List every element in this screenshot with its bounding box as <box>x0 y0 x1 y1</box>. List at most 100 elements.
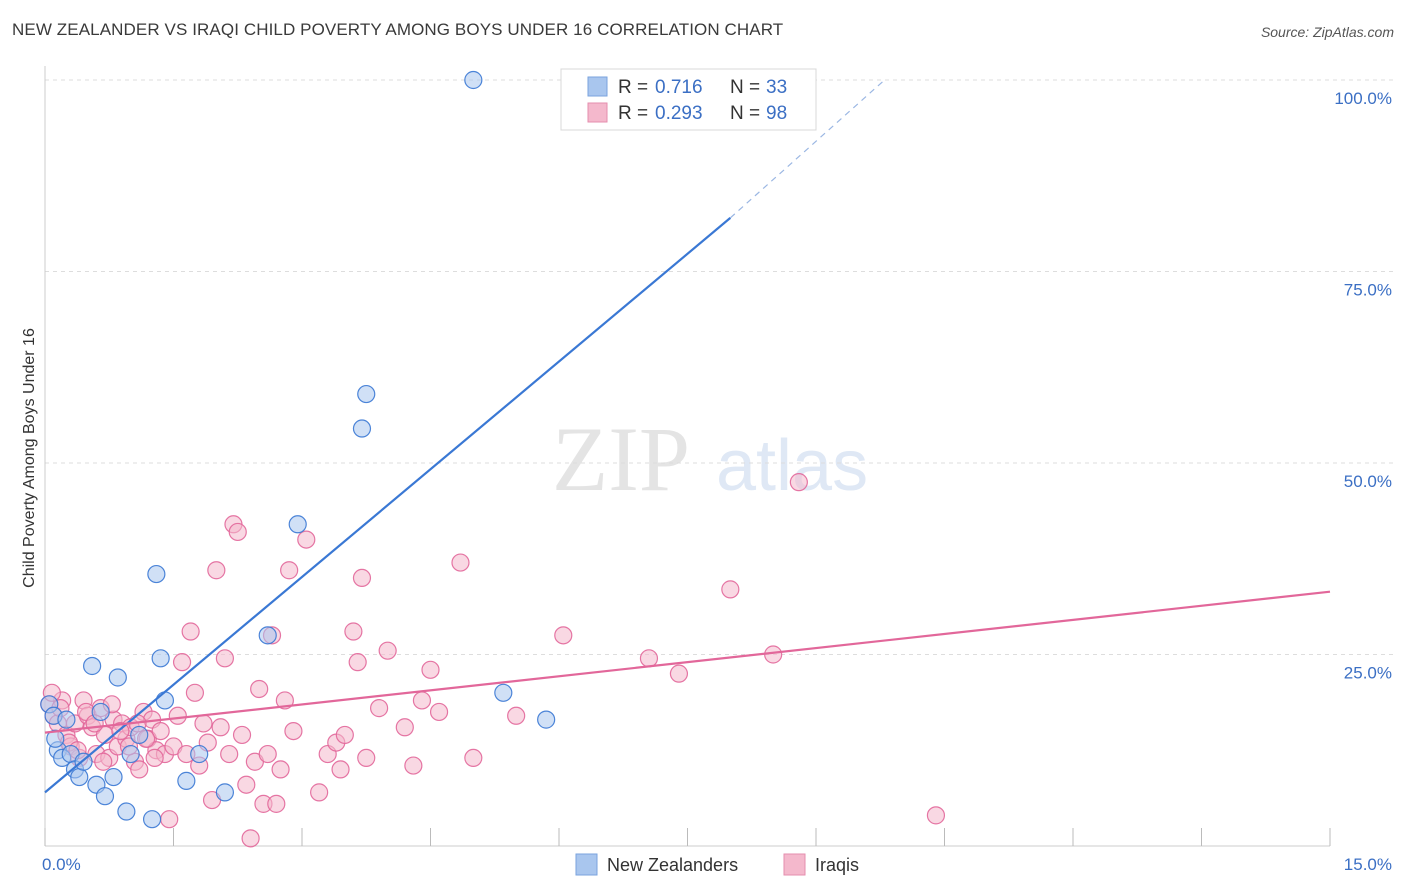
iraqis-point-53 <box>267 794 286 813</box>
iraqis-point-79 <box>639 649 659 668</box>
iraqis-point-72 <box>412 691 432 710</box>
iraqis-point-41 <box>215 649 234 668</box>
iraqis-point-51 <box>258 744 277 764</box>
iraqis-point-75 <box>451 553 470 572</box>
new-zealanders-point-31 <box>46 729 65 748</box>
iraqis-point-28 <box>160 810 179 829</box>
legend-n-value-2: 98 <box>766 103 787 124</box>
legend-swatch-iraqis <box>587 102 608 123</box>
iraqis-point-39 <box>207 561 226 580</box>
new-zealanders-point-13 <box>108 668 127 687</box>
stats-legend: R = 0.716 N = 33 R = 0.293 N = 98 <box>560 68 817 131</box>
new-zealanders-point-22 <box>190 744 209 764</box>
watermark-zip: ZIP <box>552 408 690 510</box>
iraqis-point-70 <box>395 718 414 737</box>
iraqis-point-83 <box>789 473 808 492</box>
series-swatch-new-zealanders <box>575 853 598 876</box>
iraqis-point-97 <box>145 748 164 768</box>
iraqis-point-74 <box>429 702 449 722</box>
iraqis-point-55 <box>275 691 294 710</box>
iraqis-point-84 <box>926 806 946 825</box>
iraqis-point-33 <box>181 622 200 641</box>
new-zealanders-trend-extension <box>729 79 885 219</box>
series-label-iraqis: Iraqis <box>815 855 859 875</box>
new-zealanders-point-21 <box>177 771 196 790</box>
chart-title: NEW ZEALANDER VS IRAQI CHILD POVERTY AMO… <box>12 20 784 39</box>
new-zealanders-trend-line <box>44 217 732 794</box>
iraqis-point-26 <box>151 721 170 741</box>
y-tick-label-3: 100.0% <box>1334 89 1392 108</box>
iraqis-point-44 <box>228 522 247 542</box>
new-zealanders-point-20 <box>155 691 175 710</box>
new-zealanders-point-19 <box>151 649 170 668</box>
x-tick-labels: 0.0% 15.0% <box>42 855 1392 874</box>
y-tick-labels: 25.0% 50.0% 75.0% 100.0% <box>1334 89 1392 683</box>
new-zealanders-point-7 <box>70 767 89 787</box>
series-swatch-iraqis <box>783 853 806 876</box>
new-zealanders-point-30 <box>537 710 556 729</box>
x-tick-min: 0.0% <box>42 855 81 874</box>
legend-r-label-1: R = <box>618 77 648 98</box>
iraqis-point-30 <box>168 706 187 725</box>
new-zealanders-point-4 <box>57 710 76 729</box>
source-label: Source: ZipAtlas.com <box>1260 24 1394 40</box>
y-tick-label-0: 25.0% <box>1344 664 1392 683</box>
legend-r-value-2: 0.293 <box>655 103 703 124</box>
iraqis-point-40 <box>211 718 230 737</box>
y-tick-label-1: 50.0% <box>1344 472 1392 491</box>
trend-lines <box>44 79 1331 794</box>
iraqis-point-31 <box>172 653 192 672</box>
iraqis-points <box>40 473 946 848</box>
iraqis-point-65 <box>348 653 367 672</box>
new-zealanders-point-14 <box>117 802 136 821</box>
iraqis-point-73 <box>421 660 440 679</box>
new-zealanders-point-26 <box>352 419 372 438</box>
new-zealanders-point-27 <box>357 384 376 404</box>
legend-r-value-1: 0.716 <box>655 77 703 98</box>
iraqis-point-69 <box>378 641 397 660</box>
new-zealanders-point-24 <box>258 626 277 645</box>
new-zealanders-point-16 <box>130 725 149 745</box>
legend-n-value-1: 33 <box>766 77 787 98</box>
iraqis-point-46 <box>237 775 256 794</box>
iraqis-point-34 <box>185 683 205 702</box>
iraqis-point-78 <box>554 626 573 645</box>
new-zealanders-point-32 <box>91 702 110 722</box>
iraqis-point-77 <box>507 706 526 725</box>
new-zealanders-point-11 <box>95 787 115 806</box>
iraqis-point-49 <box>250 679 269 699</box>
iraqis-point-67 <box>357 748 376 768</box>
iraqis-point-80 <box>669 664 689 683</box>
series-label-new-zealanders: New Zealanders <box>607 855 738 875</box>
iraqis-trend-line <box>44 590 1331 734</box>
iraqis-point-56 <box>280 561 299 580</box>
iraqis-point-64 <box>344 622 363 641</box>
x-tick-max: 15.0% <box>1344 855 1392 874</box>
iraqis-point-36 <box>194 714 213 733</box>
iraqis-point-71 <box>404 756 423 775</box>
new-zealanders-point-18 <box>147 564 166 584</box>
iraqis-point-76 <box>464 748 483 768</box>
iraqis-point-54 <box>271 760 290 779</box>
new-zealanders-point-28 <box>464 70 483 90</box>
legend-n-label-1: N = <box>730 77 760 98</box>
watermark-atlas: atlas <box>716 426 868 506</box>
new-zealanders-points <box>40 70 556 829</box>
y-tick-label-2: 75.0% <box>1344 281 1392 300</box>
iraqis-point-59 <box>310 783 329 802</box>
iraqis-point-81 <box>721 580 740 599</box>
legend-r-label-2: R = <box>618 103 648 124</box>
new-zealanders-point-12 <box>104 767 123 787</box>
series-legend: New Zealanders Iraqis <box>575 853 859 876</box>
iraqis-point-91 <box>94 752 113 771</box>
iraqis-point-68 <box>370 699 389 718</box>
new-zealanders-point-25 <box>288 515 307 534</box>
new-zealanders-point-29 <box>494 683 513 702</box>
legend-swatch-new-zealanders <box>587 76 608 97</box>
iraqis-point-57 <box>284 721 303 741</box>
iraqis-point-66 <box>352 568 372 588</box>
iraqis-point-47 <box>241 829 260 848</box>
iraqis-point-45 <box>232 725 252 745</box>
iraqis-point-21 <box>130 760 149 779</box>
